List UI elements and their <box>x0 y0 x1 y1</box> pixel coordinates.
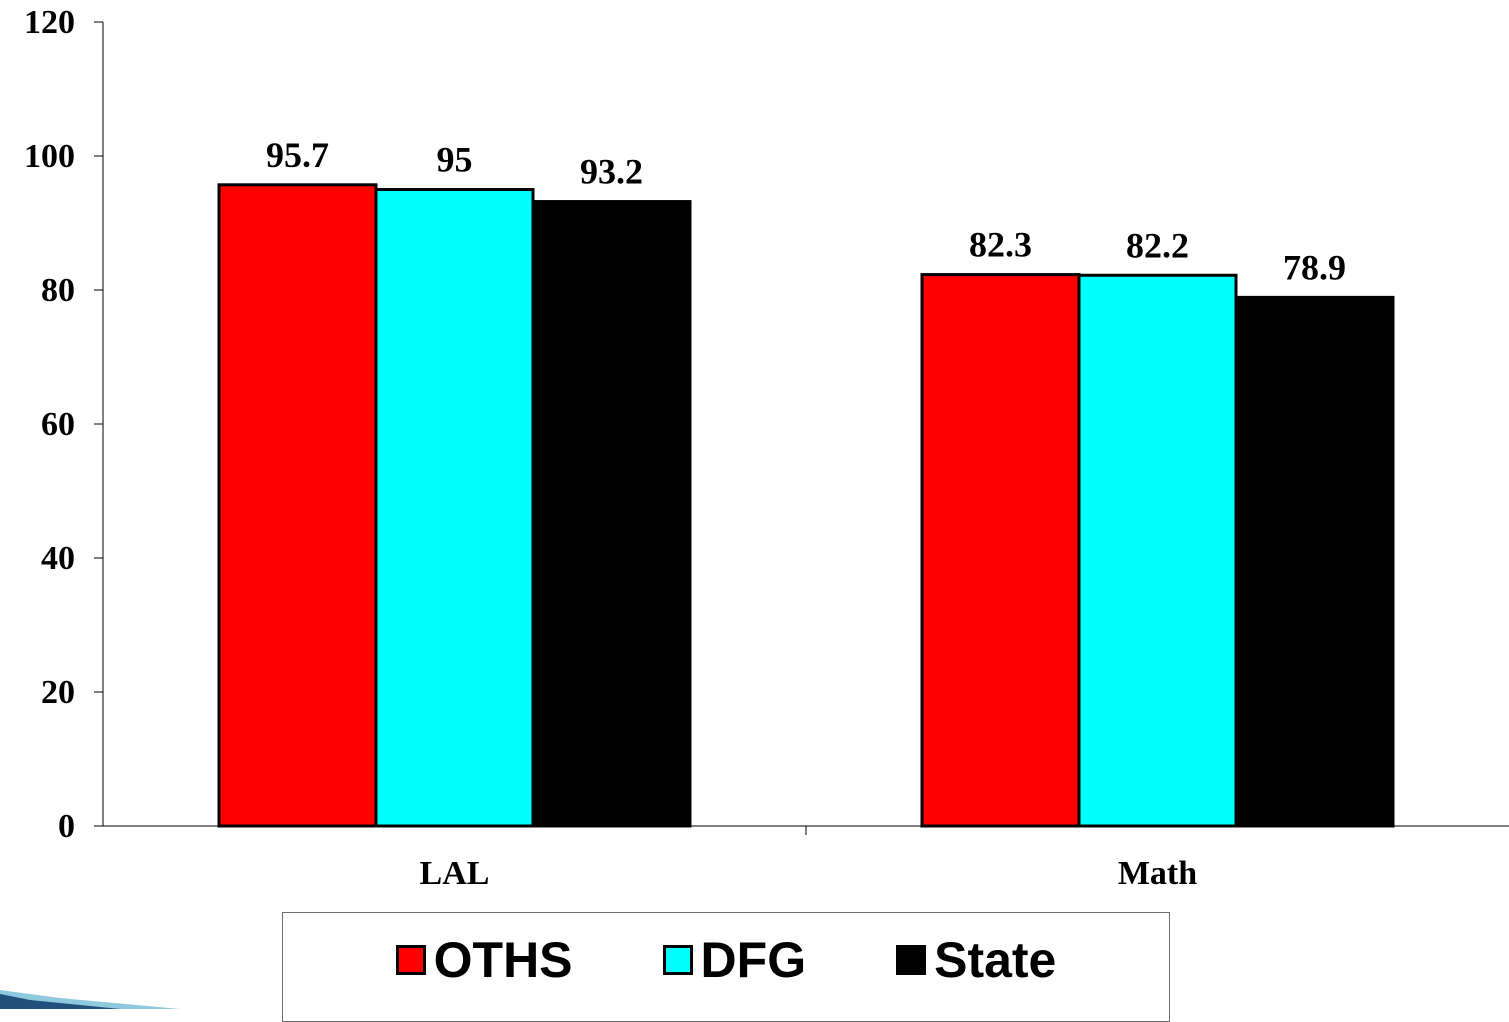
y-tick-label: 0 <box>58 808 75 845</box>
chart-labels: LAL Math 95.7 82.3 95 82.2 93.2 78.9 <box>266 135 1346 892</box>
slide-corner-arrow-icon <box>0 990 180 1009</box>
data-label: 93.2 <box>580 152 643 192</box>
data-label: 82.3 <box>969 225 1032 265</box>
bar-oths-lal <box>217 183 378 828</box>
bar-dfg-lal <box>374 188 535 828</box>
legend-label-dfg: DFG <box>700 932 807 988</box>
bar-state-lal <box>531 200 692 828</box>
x-category-label: LAL <box>420 855 490 892</box>
legend-item-state: State <box>896 935 1056 985</box>
legend-swatch-state <box>896 945 927 975</box>
y-tick-label: 120 <box>24 4 75 41</box>
legend-swatch-oths <box>395 945 426 975</box>
data-label: 78.9 <box>1283 247 1346 287</box>
y-tick-label: 60 <box>41 406 75 443</box>
bar-oths-math <box>920 273 1081 828</box>
legend-swatch-dfg <box>662 945 693 975</box>
legend-item-oths: OTHS <box>395 932 573 988</box>
legend-label-state: State <box>934 932 1057 988</box>
y-tick-label: 40 <box>41 540 75 577</box>
data-label: 95 <box>437 140 473 180</box>
y-tick-label: 20 <box>41 674 75 711</box>
chart-bars <box>217 183 1395 828</box>
legend-label-oths: OTHS <box>433 932 573 988</box>
data-label: 95.7 <box>266 135 329 175</box>
bar-state-math <box>1234 295 1395 828</box>
legend-item-dfg: DFG <box>662 932 807 988</box>
data-label: 82.2 <box>1126 225 1189 265</box>
x-category-label: Math <box>1118 855 1197 892</box>
y-tick-label: 100 <box>24 138 75 175</box>
bar-dfg-math <box>1077 273 1238 828</box>
y-tick-label: 80 <box>41 272 75 309</box>
chart-legend: OTHS DFG State <box>282 912 1170 1022</box>
